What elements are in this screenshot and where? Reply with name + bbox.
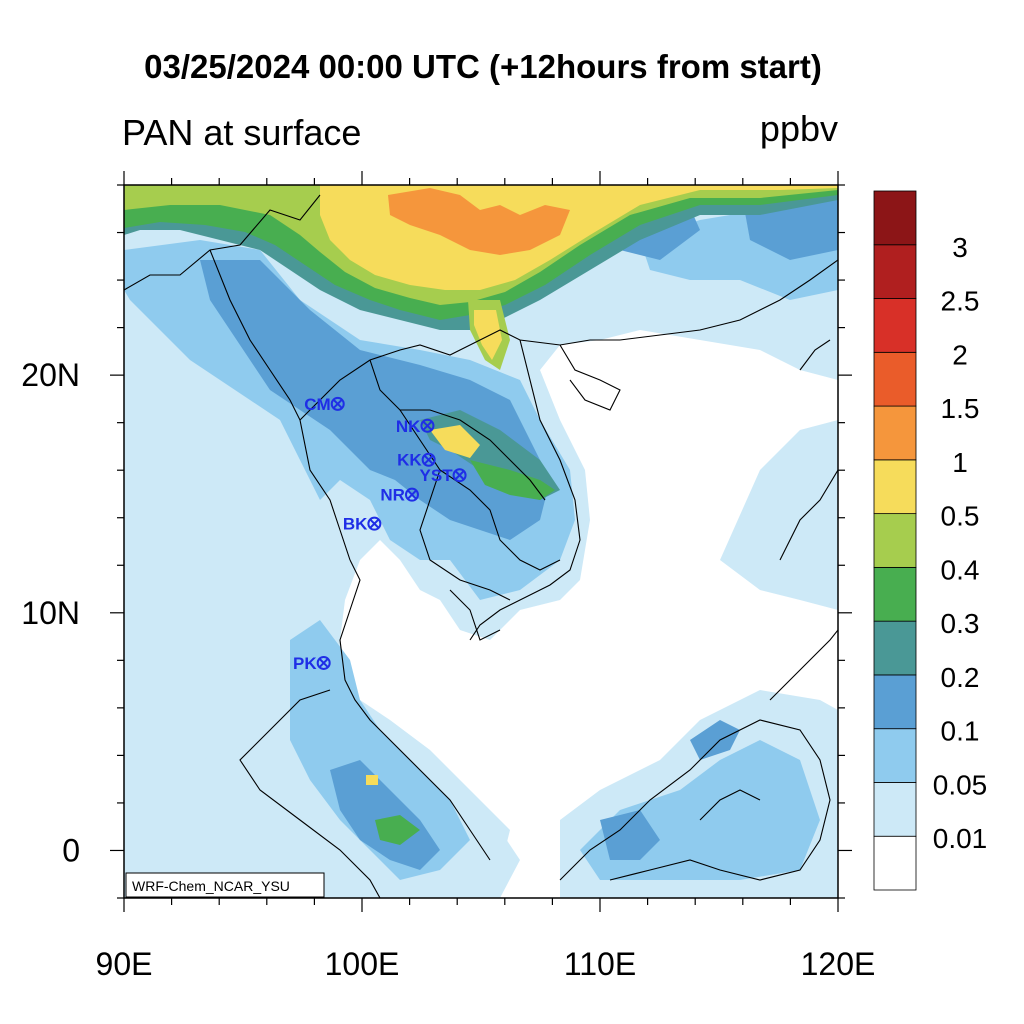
station-marker: BK bbox=[343, 515, 382, 534]
station-symbol bbox=[367, 516, 382, 531]
model-label-box: WRF-Chem_NCAR_YSU bbox=[125, 872, 325, 898]
lat-tick-label: 20N bbox=[21, 357, 80, 393]
colorbar-label: 0.1 bbox=[941, 716, 980, 747]
variable-label: PAN at surface bbox=[122, 112, 362, 153]
colorbar-swatch bbox=[873, 566, 917, 622]
colorbar-swatch bbox=[873, 244, 917, 299]
station-label: NK bbox=[396, 417, 421, 436]
station-symbol bbox=[420, 418, 435, 433]
colorbar-swatch bbox=[873, 298, 917, 353]
station-symbol bbox=[421, 452, 436, 467]
colorbar-label: 2 bbox=[952, 339, 968, 370]
units-label: ppbv bbox=[759, 108, 838, 149]
station-marker: PK bbox=[293, 654, 331, 673]
map-frame bbox=[123, 184, 839, 899]
colorbar-swatch bbox=[873, 782, 917, 837]
colorbar-label: 1.5 bbox=[941, 393, 980, 424]
colorbar-swatch bbox=[873, 620, 917, 676]
station-marker: KK bbox=[397, 451, 436, 470]
station-marker: YST bbox=[420, 466, 467, 485]
pan-concentration-field bbox=[124, 185, 838, 898]
colorbar-label: 0.05 bbox=[933, 769, 988, 800]
station-label: CM bbox=[304, 395, 330, 414]
lat-tick-label: 0 bbox=[62, 832, 80, 868]
station-marker: NR bbox=[380, 486, 419, 505]
station-marker: CM bbox=[304, 395, 345, 414]
station-label: YST bbox=[420, 466, 454, 485]
country-boundaries bbox=[124, 194, 838, 898]
colorbar-label: 0.01 bbox=[933, 823, 988, 854]
colorbar-swatch bbox=[873, 405, 917, 461]
station-symbol bbox=[452, 468, 467, 483]
station-marker: NK bbox=[396, 417, 435, 436]
colorbar-label: 0.3 bbox=[941, 608, 980, 639]
station-symbol bbox=[404, 487, 419, 502]
colorbar-swatch bbox=[873, 459, 917, 515]
colorbar-swatch bbox=[873, 351, 917, 407]
station-label: PK bbox=[293, 654, 317, 673]
station-label: BK bbox=[343, 515, 368, 534]
colorbar-label: 2.5 bbox=[941, 286, 980, 317]
map-title: 03/25/2024 00:00 UTC (+12hours from star… bbox=[144, 48, 822, 85]
colorbar-label: 0.2 bbox=[941, 662, 980, 693]
colorbar-swatch bbox=[873, 728, 917, 783]
lon-tick-label: 110E bbox=[564, 946, 636, 982]
colorbar-swatch bbox=[873, 190, 917, 246]
station-label: KK bbox=[397, 451, 422, 470]
lon-tick-label: 90E bbox=[96, 946, 153, 982]
lon-tick-label: 100E bbox=[325, 946, 400, 982]
colorbar-swatch bbox=[873, 674, 917, 730]
station-label: NR bbox=[380, 486, 405, 505]
model-label: WRF-Chem_NCAR_YSU bbox=[132, 878, 290, 894]
colorbar-label: 1 bbox=[952, 447, 968, 478]
station-symbol bbox=[330, 396, 345, 411]
station-symbol bbox=[316, 655, 331, 670]
colorbar-label: 0.4 bbox=[941, 554, 980, 585]
colorbar-swatch bbox=[873, 513, 917, 568]
lat-tick-label: 10N bbox=[21, 595, 80, 631]
colorbar-label: 3 bbox=[952, 232, 968, 263]
lon-tick-label: 120E bbox=[801, 946, 876, 982]
map-axes: 90E 100E 110E 120E 0 10N 20N bbox=[21, 171, 875, 982]
colorbar: 0.01 0.05 0.1 0.2 0.3 0.4 0.5 1 1.5 2 2.5 3 bbox=[873, 190, 988, 891]
colorbar-swatch bbox=[873, 835, 917, 891]
colorbar-label: 0.5 bbox=[941, 501, 980, 532]
